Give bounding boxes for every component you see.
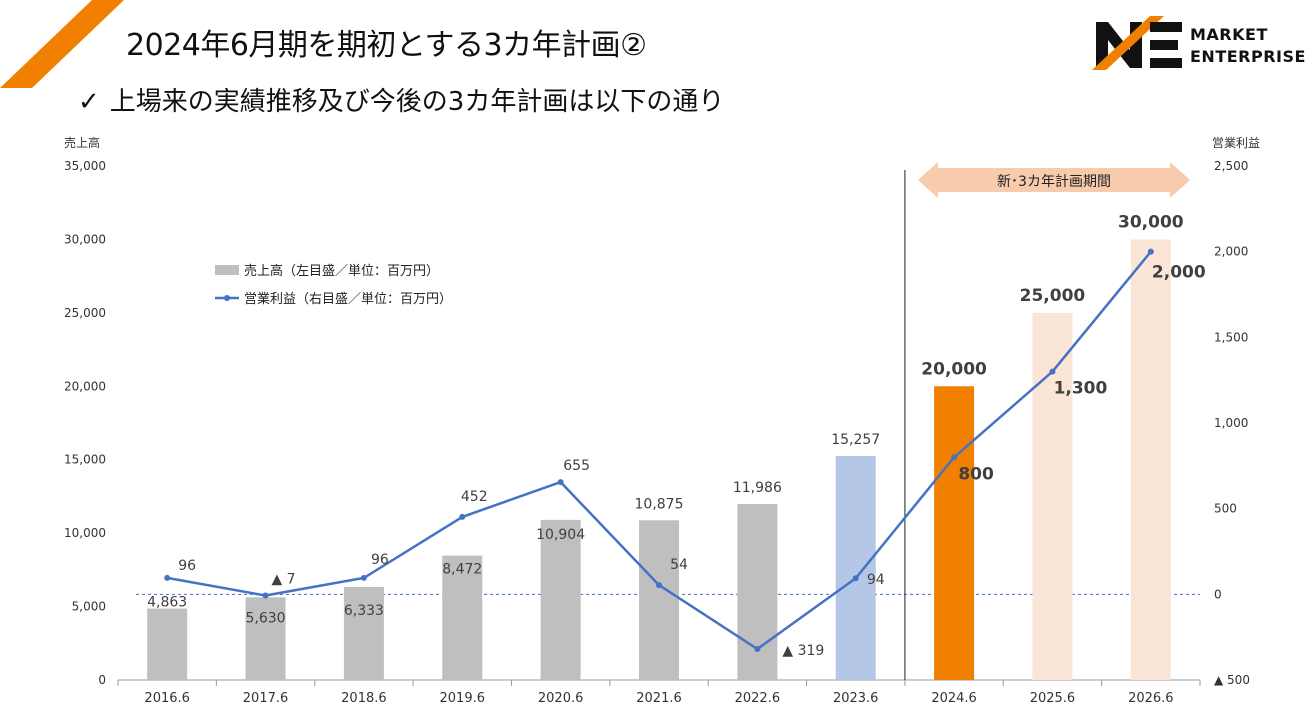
revenue-data-label: 30,000 [1118, 212, 1184, 232]
profit-point [557, 479, 564, 486]
revenue-data-label: 11,986 [733, 480, 782, 496]
revenue-bar [245, 597, 286, 680]
revenue-bar [442, 555, 483, 680]
legend-label-profit: 営業利益（右目盛／単位：百万円） [244, 291, 452, 307]
left-tick-label: 20,000 [64, 379, 106, 393]
plan-period-label: 新･3カ年計画期間 [997, 174, 1111, 190]
revenue-data-label: 25,000 [1020, 286, 1086, 306]
revenue-data-label: 5,630 [245, 610, 285, 626]
profit-data-label: ▲ 7 [271, 572, 295, 588]
profit-data-label: 800 [958, 464, 994, 484]
profit-point [360, 574, 367, 581]
profit-point [262, 592, 269, 599]
x-tick-label: 2020.6 [538, 691, 584, 706]
company-logo: MARKET ENTERPRISE [1092, 16, 1305, 72]
x-tick-label: 2023.6 [833, 691, 879, 706]
legend-swatch-profit-dot [224, 295, 230, 301]
logo-text: MARKET ENTERPRISE [1190, 24, 1306, 68]
profit-data-label: 96 [371, 552, 389, 568]
logo-line-1: MARKET [1190, 25, 1268, 44]
left-tick-label: 25,000 [64, 306, 106, 320]
revenue-bar [737, 503, 778, 680]
right-tick-label: ▲ 500 [1214, 673, 1250, 687]
left-tick-label: 0 [98, 673, 106, 687]
x-tick-label: 2017.6 [243, 691, 289, 706]
legend-label-revenue: 売上高（左目盛／単位：百万円） [244, 263, 439, 279]
x-tick-label: 2021.6 [636, 691, 682, 706]
x-tick-label: 2018.6 [341, 691, 387, 706]
revenue-data-label: 6,333 [344, 603, 384, 619]
right-tick-label: 1,500 [1214, 330, 1248, 344]
left-axis-title: 売上高 [64, 135, 100, 150]
profit-point [656, 582, 662, 589]
check-icon: ✓ [78, 87, 100, 117]
right-tick-label: 2,500 [1214, 159, 1248, 173]
right-tick-label: 0 [1214, 587, 1222, 601]
profit-point [459, 513, 466, 520]
revenue-bar [343, 586, 384, 680]
profit-data-label: 655 [563, 458, 590, 474]
right-tick-label: 500 [1214, 502, 1237, 516]
profit-point [1049, 368, 1056, 375]
x-tick-label: 2026.6 [1128, 691, 1174, 706]
right-tick-label: 1,000 [1214, 416, 1248, 430]
profit-point [754, 645, 761, 652]
left-tick-label: 10,000 [64, 526, 106, 540]
revenue-bar [639, 520, 679, 680]
revenue-data-label: 10,904 [536, 527, 585, 543]
left-tick-label: 30,000 [64, 232, 106, 246]
left-tick-label: 5,000 [72, 600, 106, 614]
revenue-data-label: 8,472 [442, 562, 482, 578]
subtitle-text: 上場来の実績推移及び今後の3カ年計画は以下の通り [109, 87, 725, 117]
revenue-bar [1032, 312, 1073, 680]
revenue-data-label: 10,875 [635, 496, 684, 512]
profit-data-label: 1,300 [1054, 379, 1108, 399]
legend-swatch-revenue [215, 265, 239, 275]
revenue-bar [934, 386, 975, 680]
profit-data-label: 452 [461, 489, 488, 505]
profit-point [1147, 248, 1154, 255]
profit-point [164, 574, 171, 581]
revenue-bar [540, 519, 581, 680]
profit-data-label: ▲ 319 [782, 643, 824, 659]
profit-point [852, 575, 859, 582]
revenue-bar [835, 455, 876, 680]
revenue-data-label: 4,863 [147, 595, 187, 611]
right-axis-title: 営業利益 [1212, 136, 1260, 150]
page-title: 2024年6月期を期初とする3カ年計画② [126, 28, 647, 63]
left-tick-label: 35,000 [64, 159, 106, 173]
profit-data-label: 94 [867, 572, 885, 588]
revenue-bar [147, 608, 188, 680]
page-subtitle: ✓ 上場来の実績推移及び今後の3カ年計画は以下の通り [78, 81, 724, 118]
profit-point [951, 454, 958, 461]
x-tick-label: 2019.6 [440, 691, 486, 706]
revenue-data-label: 20,000 [921, 359, 987, 379]
market-enterprise-logo-icon [1092, 16, 1182, 70]
logo-line-2: ENTERPRISE [1190, 47, 1306, 66]
x-tick-label: 2022.6 [735, 691, 781, 706]
left-tick-label: 15,000 [64, 453, 106, 467]
x-tick-label: 2025.6 [1030, 691, 1076, 706]
corner-stripe [0, 0, 124, 88]
right-tick-label: 2,000 [1214, 245, 1248, 259]
profit-data-label: 54 [670, 557, 688, 573]
x-tick-label: 2016.6 [144, 691, 190, 706]
revenue-bar [1130, 239, 1171, 680]
profit-data-label: 2,000 [1152, 263, 1206, 283]
profit-data-label: 96 [178, 558, 196, 574]
revenue-data-label: 15,257 [831, 432, 880, 448]
plan-period-arrow [918, 162, 1190, 198]
x-tick-label: 2024.6 [931, 691, 977, 706]
